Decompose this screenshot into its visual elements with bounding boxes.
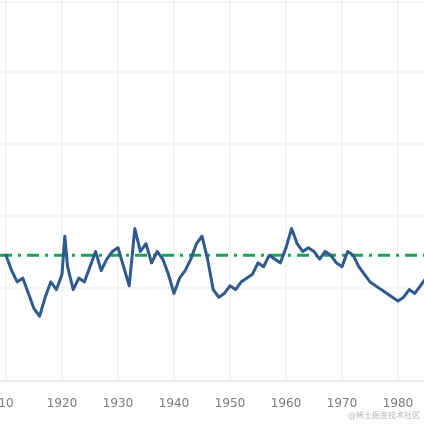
x-tick-label: 1980 — [383, 396, 414, 410]
x-tick-label: 1920 — [47, 396, 78, 410]
x-tick-label: 1940 — [159, 396, 190, 410]
x-tick-label: 10 — [0, 396, 14, 410]
series-layer — [4, 227, 424, 318]
x-tick-labels: 10 1920 1930 1940 1950 1960 1970 1980 — [0, 396, 413, 410]
x-tick-label: 1930 — [103, 396, 134, 410]
x-tick-label: 1950 — [215, 396, 246, 410]
x-tick-label: 1960 — [271, 396, 302, 410]
x-tick-label: 1970 — [327, 396, 358, 410]
series-line — [4, 227, 424, 318]
watermark-text: @稀土掘金技术社区 — [348, 410, 420, 420]
